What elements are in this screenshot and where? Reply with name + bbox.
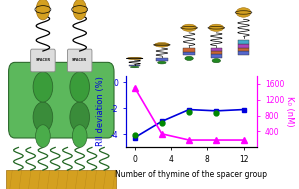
FancyBboxPatch shape [9,62,114,138]
Circle shape [36,125,50,147]
FancyBboxPatch shape [238,44,249,47]
Text: SPACER: SPACER [72,58,87,63]
Circle shape [33,72,53,102]
FancyBboxPatch shape [238,40,249,44]
FancyBboxPatch shape [156,58,168,61]
FancyBboxPatch shape [6,170,116,189]
Circle shape [73,0,86,20]
FancyBboxPatch shape [210,48,222,51]
Circle shape [185,56,193,60]
Circle shape [209,24,224,31]
Circle shape [36,0,50,20]
FancyBboxPatch shape [238,51,249,55]
FancyBboxPatch shape [183,48,195,52]
FancyBboxPatch shape [67,49,92,72]
Circle shape [182,24,196,31]
Circle shape [155,43,169,47]
Circle shape [236,8,251,17]
FancyBboxPatch shape [183,52,195,55]
Circle shape [212,59,220,63]
FancyBboxPatch shape [210,51,222,54]
X-axis label: Number of thymine of the spacer group: Number of thymine of the spacer group [115,170,267,179]
FancyBboxPatch shape [238,47,249,51]
Circle shape [130,66,139,68]
Circle shape [127,57,142,60]
Circle shape [72,125,87,147]
FancyBboxPatch shape [30,49,55,72]
Circle shape [70,72,89,102]
Circle shape [33,102,53,132]
FancyBboxPatch shape [210,54,222,58]
Circle shape [70,102,89,132]
Text: SPACER: SPACER [35,58,51,63]
FancyBboxPatch shape [129,65,141,66]
Y-axis label: K₀ (nM): K₀ (nM) [285,96,294,127]
Y-axis label: RII deviation (%): RII deviation (%) [96,77,105,146]
Circle shape [158,61,166,64]
